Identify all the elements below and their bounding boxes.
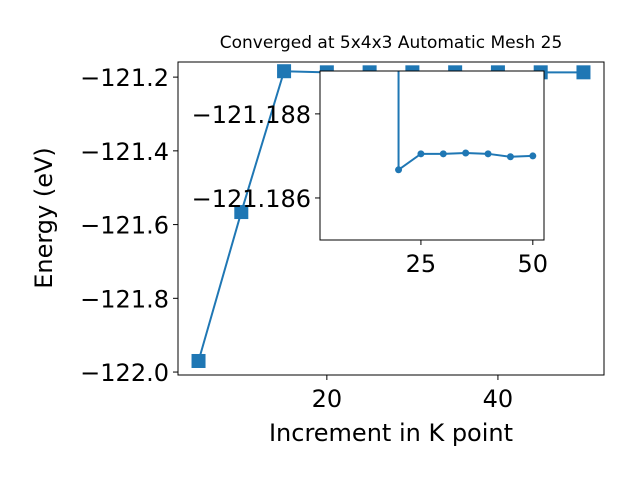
marker bbox=[417, 150, 425, 158]
y-axis-label: Energy (eV) bbox=[30, 147, 58, 289]
marker bbox=[191, 353, 206, 368]
marker bbox=[529, 152, 537, 160]
axes-frame bbox=[319, 70, 545, 241]
y-tick-label: −121.8 bbox=[80, 285, 169, 313]
x-axis-label: Increment in K point bbox=[269, 419, 513, 447]
y-tick-label: −121.4 bbox=[80, 138, 169, 166]
y-tick-label: −122.0 bbox=[80, 359, 169, 387]
marker bbox=[576, 65, 591, 80]
x-tick-label: 50 bbox=[518, 250, 549, 278]
y-tick-label: −121.186 bbox=[192, 185, 311, 213]
y-tick-label: −121.2 bbox=[80, 64, 169, 92]
marker bbox=[234, 205, 249, 220]
x-tick-label: 20 bbox=[312, 385, 343, 413]
axes-frame bbox=[177, 61, 605, 376]
marker bbox=[484, 150, 492, 158]
marker bbox=[506, 153, 514, 161]
marker bbox=[277, 64, 292, 79]
plot-content bbox=[395, 71, 537, 174]
line bbox=[397, 71, 533, 172]
chart-title: Converged at 5x4x3 Automatic Mesh 25 bbox=[220, 33, 563, 53]
marker bbox=[462, 149, 470, 157]
y-tick-label: −121.6 bbox=[80, 212, 169, 240]
x-tick-label: 25 bbox=[406, 250, 437, 278]
x-tick-label: 40 bbox=[483, 385, 514, 413]
marker bbox=[395, 166, 403, 174]
marker bbox=[439, 150, 447, 158]
y-tick-label: −121.188 bbox=[192, 101, 311, 129]
